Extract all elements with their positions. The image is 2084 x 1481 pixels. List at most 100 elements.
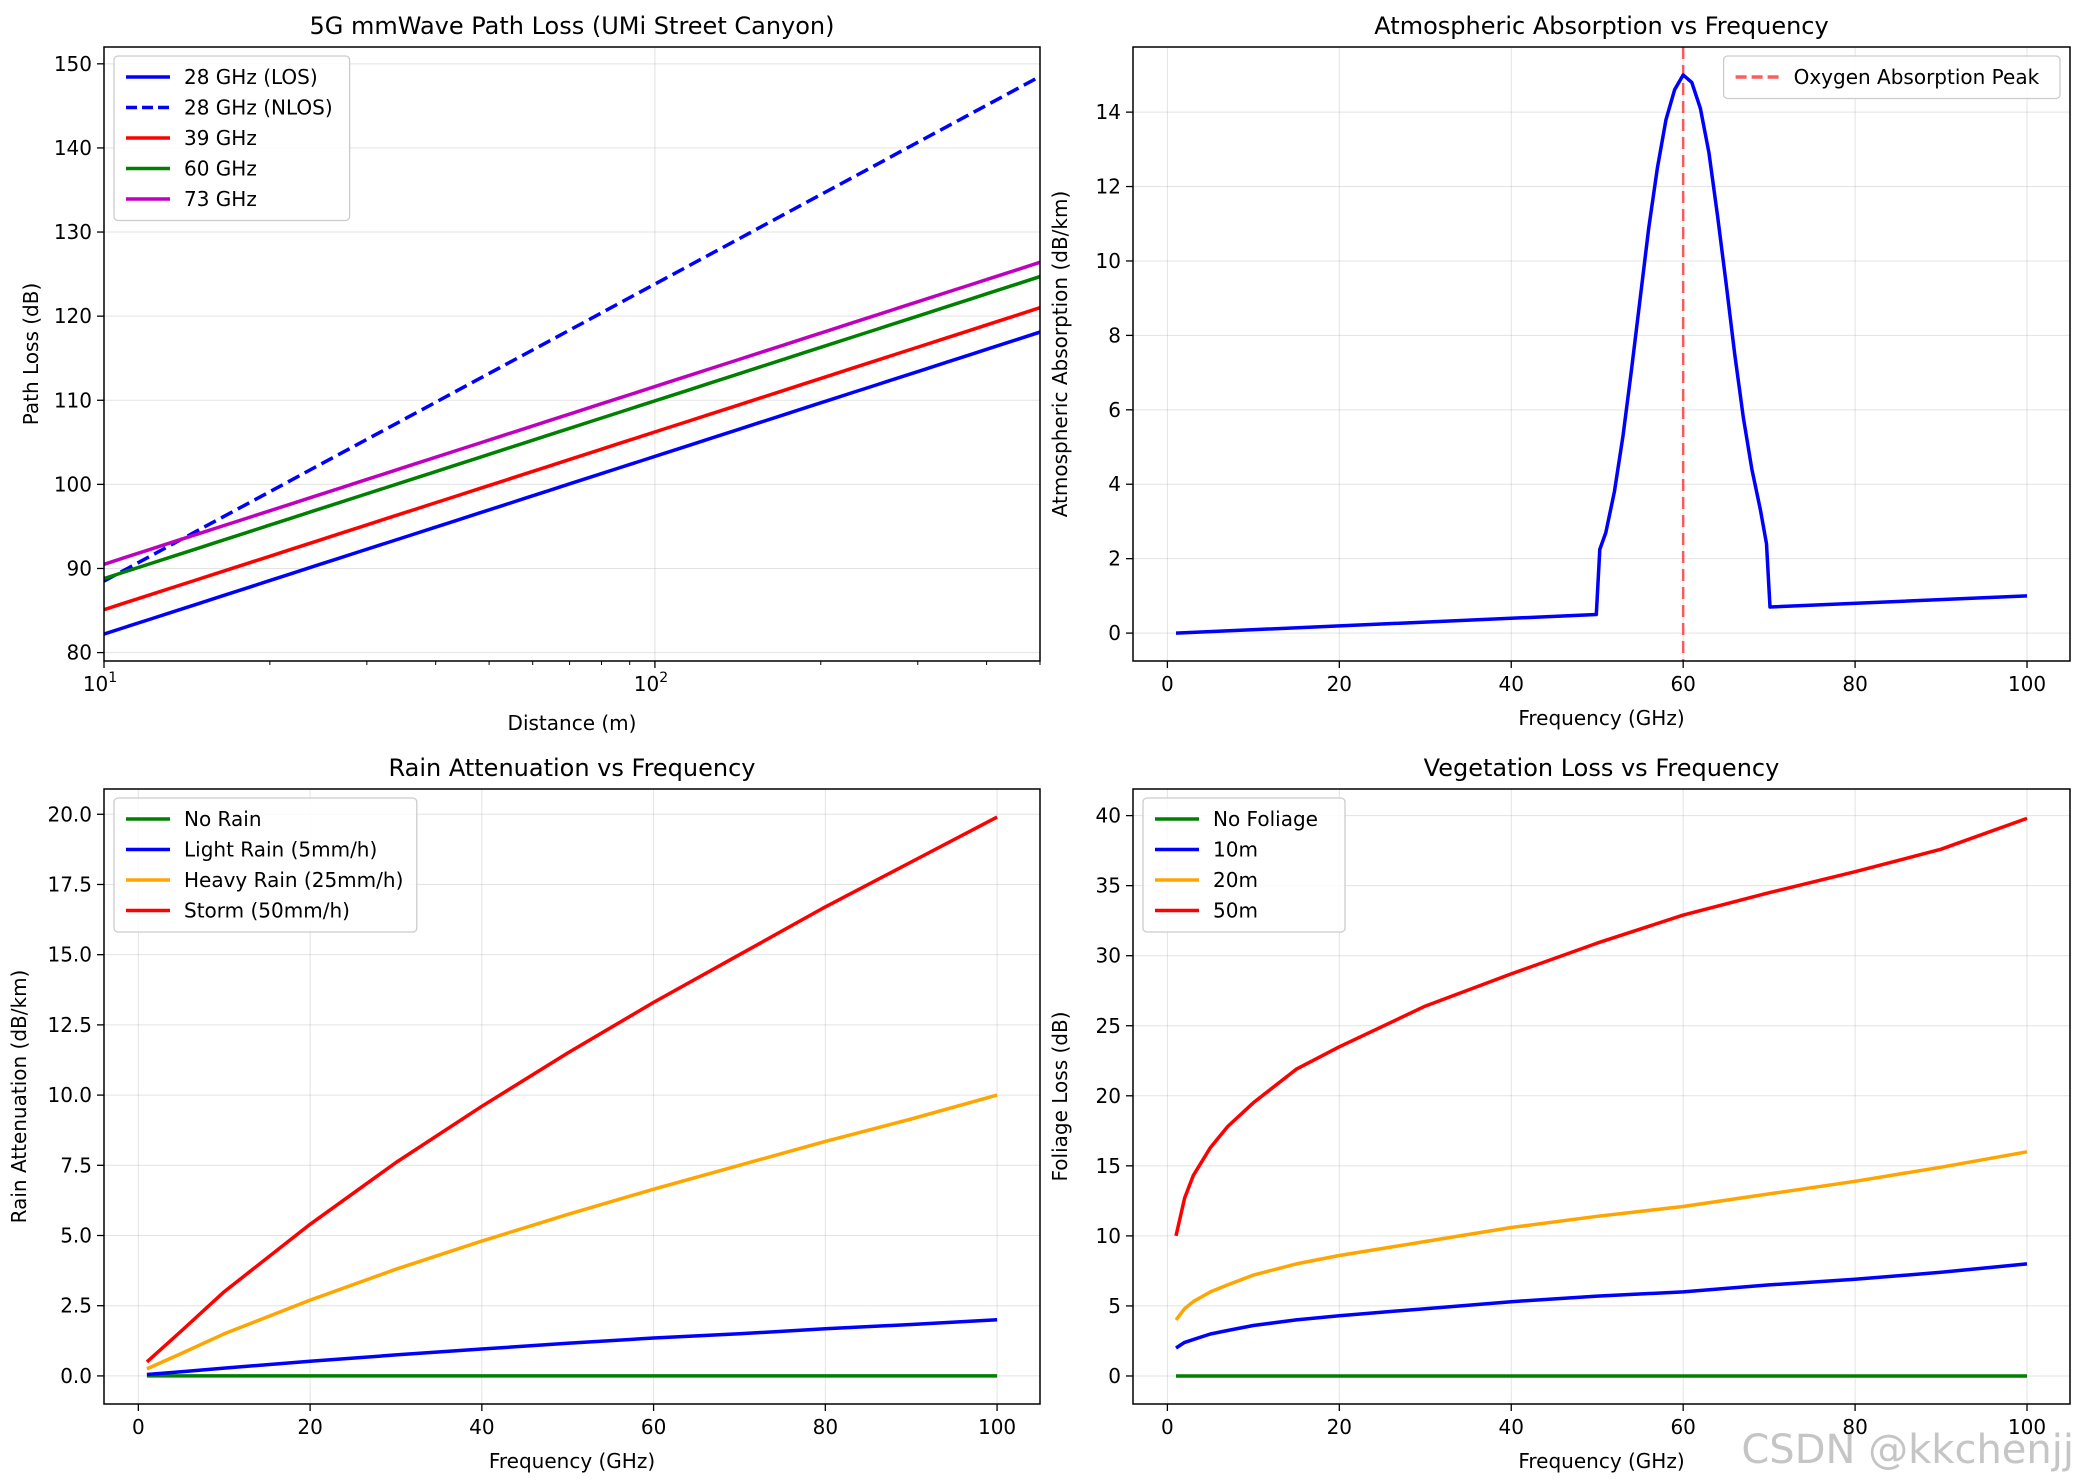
x-tick-label: 102 xyxy=(634,670,668,696)
series-line-2 xyxy=(1175,1262,2028,1350)
y-tick-label: 14 xyxy=(1096,100,1121,124)
y-axis-label: Atmospheric Absorption (dB/km) xyxy=(1048,191,1072,518)
series-line-4 xyxy=(145,815,998,1364)
legend-label: 28 GHz (NLOS) xyxy=(184,96,333,120)
y-axis-label: Rain Attenuation (dB/km) xyxy=(7,970,31,1224)
series-line-2 xyxy=(104,74,1040,583)
y-tick-label: 20 xyxy=(1096,1084,1121,1108)
x-tick-label: 40 xyxy=(469,1415,494,1439)
x-tick-label: 101 xyxy=(83,670,117,696)
legend-box xyxy=(113,797,418,933)
y-tick-label: 120 xyxy=(54,304,92,328)
y-tick-label: 0.0 xyxy=(60,1364,92,1388)
chart-panel-3: 0 20 40 60 80 100 0.0 2.5 5.0 7.5 10.0 12.5 15.0 17.5… xyxy=(7,754,1041,1473)
x-tick-label: 80 xyxy=(1842,672,1867,696)
axes-frame xyxy=(103,788,1041,1405)
x-tick-label: 20 xyxy=(1327,672,1352,696)
legend-label: Heavy Rain (25mm/h) xyxy=(184,868,403,892)
series-line-1 xyxy=(104,330,1040,636)
y-tick-label: 80 xyxy=(67,641,92,665)
legend-label: 28 GHz (LOS) xyxy=(184,65,318,89)
series-group xyxy=(104,74,1040,636)
y-tick-label: 6 xyxy=(1108,398,1121,422)
y-tick-label: 100 xyxy=(54,472,92,496)
y-tick-label: 35 xyxy=(1096,874,1121,898)
x-tick-label: 100 xyxy=(2008,1415,2046,1439)
x-tick-label: 0 xyxy=(132,1415,145,1439)
x-tick-label: 60 xyxy=(1670,1415,1695,1439)
x-axis-label: Distance (m) xyxy=(508,711,637,735)
x-axis-label: Frequency (GHz) xyxy=(1518,1449,1684,1473)
y-tick-label: 15 xyxy=(1096,1154,1121,1178)
legend-box xyxy=(113,55,351,222)
y-tick-label: 10 xyxy=(1096,1224,1121,1248)
legend-label: 50m xyxy=(1213,899,1258,923)
y-tick-label: 0 xyxy=(1108,1364,1121,1388)
y-tick-label: 40 xyxy=(1096,804,1121,828)
y-tick-label: 110 xyxy=(54,388,92,412)
legend: No Foliage 10m 20m 50m xyxy=(1142,797,1346,933)
legend-label: 39 GHz xyxy=(184,126,257,150)
legend: Oxygen Absorption Peak xyxy=(1722,55,2061,100)
legend-label: Oxygen Absorption Peak xyxy=(1794,65,2040,89)
y-tick-label: 17.5 xyxy=(47,872,92,896)
chart-panel-1: 101 102 80 90 100 110 120 130 140 150 5G mmWave Pa… xyxy=(19,12,1041,735)
y-tick-label: 5 xyxy=(1108,1294,1121,1318)
x-tick-label: 20 xyxy=(1327,1415,1352,1439)
series-line-5 xyxy=(104,260,1040,566)
grid xyxy=(1133,47,2070,661)
y-tick-label: 12.5 xyxy=(47,1013,92,1037)
y-axis-label: Path Loss (dB) xyxy=(19,283,43,426)
y-tick-label: 2 xyxy=(1108,547,1121,571)
y-tick-label: 15.0 xyxy=(47,943,92,967)
y-axis-label: Foliage Loss (dB) xyxy=(1048,1012,1072,1182)
legend-label: 60 GHz xyxy=(184,157,257,181)
x-tick-label: 0 xyxy=(1161,1415,1174,1439)
chart-title: 5G mmWave Path Loss (UMi Street Canyon) xyxy=(310,12,835,40)
y-tick-label: 4 xyxy=(1108,472,1121,496)
x-tick-label: 20 xyxy=(297,1415,322,1439)
x-tick-label: 100 xyxy=(978,1415,1016,1439)
watermark: CSDN @kkchenjj xyxy=(1741,1427,2074,1473)
legend-label: Light Rain (5mm/h) xyxy=(184,838,377,862)
y-tick-label: 90 xyxy=(67,556,92,580)
series-group xyxy=(1174,816,2028,1378)
legend-box xyxy=(1142,797,1346,933)
legend-label: Storm (50mm/h) xyxy=(184,899,350,923)
legend: No Rain Light Rain (5mm/h) Heavy Rain (25m… xyxy=(113,797,418,933)
legend-label: 20m xyxy=(1213,868,1258,892)
legend-label: No Foliage xyxy=(1213,807,1318,831)
series-line-1 xyxy=(1175,73,2028,635)
legend-label: 10m xyxy=(1213,838,1258,862)
x-tick-label: 40 xyxy=(1499,672,1524,696)
y-tick-label: 25 xyxy=(1096,1014,1121,1038)
y-tick-label: 5.0 xyxy=(60,1224,92,1248)
series-line-3 xyxy=(146,1093,998,1371)
axes-frame xyxy=(1132,788,2071,1405)
x-tick-label: 0 xyxy=(1161,672,1174,696)
x-tick-label: 60 xyxy=(1670,672,1695,696)
series-line-2 xyxy=(146,1318,998,1377)
x-axis-label: Frequency (GHz) xyxy=(1518,706,1684,730)
x-tick-label: 60 xyxy=(641,1415,666,1439)
chart-title: Vegetation Loss vs Frequency xyxy=(1424,754,1780,782)
legend-label: No Rain xyxy=(184,807,262,831)
y-tick-label: 10.0 xyxy=(47,1083,92,1107)
series-line-3 xyxy=(1174,1150,2028,1321)
x-axis-label: Frequency (GHz) xyxy=(489,1449,655,1473)
x-tick-label: 80 xyxy=(1842,1415,1867,1439)
y-tick-label: 12 xyxy=(1096,175,1121,199)
series-line-4 xyxy=(1174,816,2028,1237)
chart-title: Rain Attenuation vs Frequency xyxy=(389,754,756,782)
grid xyxy=(1133,789,2070,1404)
y-tick-label: 140 xyxy=(54,136,92,160)
y-tick-label: 150 xyxy=(54,52,92,76)
series-line-4 xyxy=(104,274,1040,581)
chart-panel-2: 0 20 40 60 80 100 0 2 4 6 8 10 12 14 Atmospheric Absor… xyxy=(1048,12,2071,730)
y-tick-label: 8 xyxy=(1108,323,1121,347)
y-tick-label: 20.0 xyxy=(47,802,92,826)
y-tick-label: 130 xyxy=(54,220,92,244)
x-tick-label: 80 xyxy=(813,1415,838,1439)
series-group xyxy=(1175,73,2028,635)
